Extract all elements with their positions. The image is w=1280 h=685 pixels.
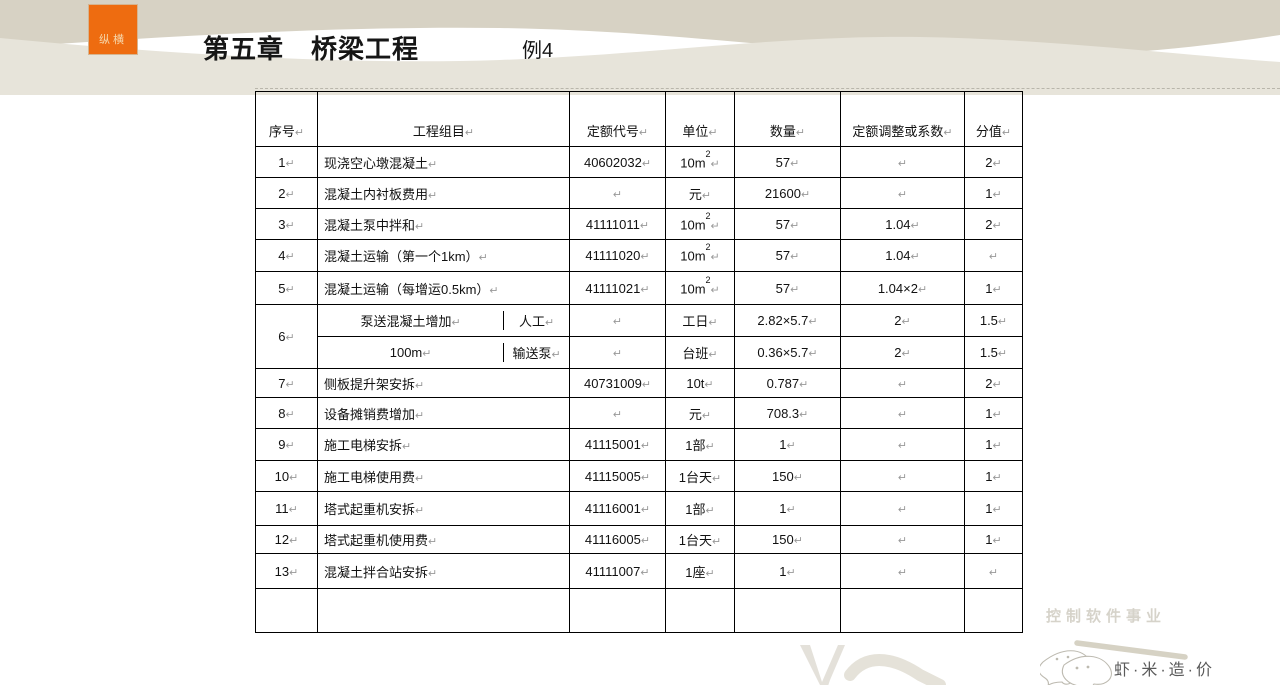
svg-text:虾·米·造·价: 虾·米·造·价 xyxy=(1114,661,1215,679)
